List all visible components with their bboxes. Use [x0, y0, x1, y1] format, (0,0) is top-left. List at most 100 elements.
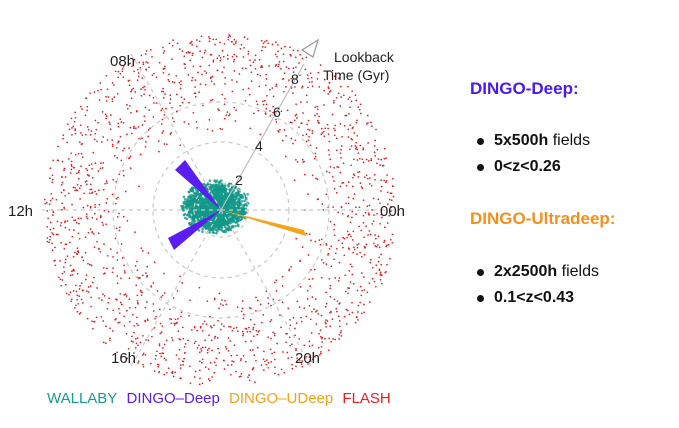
wallaby-point [228, 217, 231, 220]
flash-point [281, 275, 284, 278]
flash-point [116, 275, 119, 277]
flash-point [256, 103, 259, 106]
flash-point [331, 113, 334, 116]
flash-point [357, 311, 359, 313]
flash-point [184, 343, 187, 345]
flash-point [129, 320, 131, 323]
flash-point [379, 222, 381, 225]
flash-point [218, 351, 221, 354]
flash-point [308, 340, 311, 343]
flash-point [64, 176, 67, 178]
flash-point [163, 343, 166, 346]
flash-point [81, 142, 84, 145]
flash-point [233, 70, 236, 72]
flash-point [321, 203, 324, 205]
flash-point [126, 103, 128, 106]
flash-point [90, 130, 93, 132]
wallaby-point [218, 203, 221, 206]
flash-point [85, 97, 88, 100]
flash-point [199, 50, 201, 52]
flash-point [380, 158, 383, 161]
flash-point [122, 169, 125, 172]
flash-point [142, 363, 144, 366]
flash-point [365, 174, 368, 177]
flash-point [373, 214, 375, 216]
flash-point [267, 336, 270, 339]
flash-point [263, 99, 266, 102]
flash-point [85, 213, 88, 215]
flash-point [136, 337, 139, 339]
flash-point [309, 360, 312, 362]
flash-point [76, 247, 79, 249]
flash-point [311, 132, 314, 135]
flash-point [316, 119, 319, 122]
flash-point [294, 114, 297, 117]
flash-point [53, 260, 56, 262]
flash-point [138, 185, 140, 188]
flash-point [325, 170, 328, 173]
flash-point [351, 185, 354, 188]
flash-point [336, 166, 339, 168]
wallaby-point [246, 193, 249, 196]
wallaby-point [232, 189, 235, 192]
flash-point [208, 119, 211, 121]
flash-point [335, 307, 338, 310]
wallaby-point [229, 201, 233, 204]
dingo-ultradeep-title: DINGO-Ultradeep: [470, 209, 616, 228]
wallaby-point [197, 229, 201, 232]
flash-point [109, 327, 111, 330]
flash-point [61, 175, 63, 178]
flash-point [160, 109, 163, 112]
flash-point [162, 87, 165, 90]
flash-point [379, 164, 382, 166]
flash-point [262, 369, 265, 371]
flash-point [307, 128, 309, 131]
flash-point [76, 298, 79, 301]
flash-point [227, 337, 230, 339]
flash-point [199, 377, 201, 380]
flash-point [292, 316, 295, 319]
flash-point [355, 99, 358, 102]
flash-point [191, 52, 194, 55]
wallaby-point [209, 185, 212, 189]
flash-point [329, 311, 331, 314]
flash-point [333, 298, 336, 301]
flash-point [64, 243, 67, 246]
flash-point [291, 121, 293, 124]
flash-point [64, 221, 66, 224]
flash-point [369, 258, 372, 261]
wallaby-point [218, 194, 221, 198]
flash-point [142, 352, 145, 355]
flash-point [350, 145, 353, 147]
flash-point [366, 177, 369, 180]
flash-point [219, 127, 222, 130]
flash-point [71, 127, 73, 129]
flash-point [211, 129, 214, 132]
flash-point [120, 355, 123, 358]
flash-point [347, 234, 350, 236]
flash-point [298, 62, 300, 64]
flash-point [338, 277, 341, 279]
flash-point [168, 73, 170, 76]
flash-point [203, 320, 206, 323]
flash-point [328, 140, 331, 143]
wallaby-point [189, 210, 193, 214]
flash-point [72, 125, 75, 128]
flash-point [62, 266, 65, 268]
flash-point [270, 337, 272, 340]
wallaby-point [188, 214, 191, 217]
flash-point [211, 376, 213, 378]
wallaby-point [201, 227, 204, 231]
flash-point [352, 251, 355, 254]
flash-point [347, 136, 350, 138]
flash-point [347, 196, 350, 199]
flash-point [302, 134, 304, 137]
wallaby-point [221, 219, 224, 222]
flash-point [123, 315, 125, 318]
wallaby-point [190, 206, 193, 210]
wallaby-point [232, 209, 236, 212]
wallaby-point [183, 200, 186, 204]
flash-point [102, 162, 105, 164]
flash-point [146, 319, 149, 322]
flash-point [309, 318, 312, 321]
